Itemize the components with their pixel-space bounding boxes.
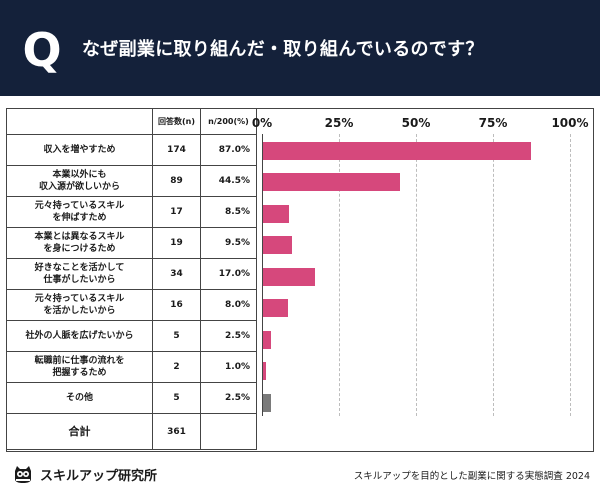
row-count: 2: [153, 352, 201, 383]
row-percent: 8.0%: [201, 290, 257, 321]
row-percent: 44.5%: [201, 166, 257, 197]
row-label: 元々持っているスキル を伸ばすため: [7, 197, 153, 228]
bar: [263, 331, 271, 349]
bar: [263, 394, 271, 412]
total-count: 361: [153, 414, 201, 450]
total-empty-cell: [201, 414, 257, 450]
table-row: 元々持っているスキル を活かしたいから 16 8.0%: [7, 290, 257, 321]
row-percent: 17.0%: [201, 259, 257, 290]
header-label-cell: [7, 109, 153, 135]
table-row: 収入を増やすため 174 87.0%: [7, 135, 257, 166]
x-tick-label: 75%: [479, 116, 508, 130]
row-percent: 8.5%: [201, 197, 257, 228]
table-row: その他 5 2.5%: [7, 383, 257, 414]
bar: [263, 362, 266, 380]
bar: [263, 142, 531, 160]
gridline: [416, 134, 417, 416]
row-count: 16: [153, 290, 201, 321]
header-percent: n/200(%): [201, 109, 257, 135]
row-count: 34: [153, 259, 201, 290]
total-row: 合計 361: [7, 414, 257, 450]
brand-name: スキルアップ研究所: [40, 465, 157, 484]
question-title: なぜ副業に取り組んだ・取り組んでいるのです？: [82, 22, 484, 78]
table-row: 本業とは異なるスキル を身につけるため 19 9.5%: [7, 228, 257, 259]
owl-logo-icon: [12, 463, 34, 485]
row-count: 89: [153, 166, 201, 197]
row-label: 元々持っているスキル を活かしたいから: [7, 290, 153, 321]
bar: [263, 236, 292, 254]
row-label: 本業以外にも 収入源が欲しいから: [7, 166, 153, 197]
table-row: 転職前に仕事の流れを 把握するため 2 1.0%: [7, 352, 257, 383]
header-banner: Q なぜ副業に取り組んだ・取り組んでいるのです？: [0, 0, 600, 96]
table-row: 好きなことを活かして 仕事がしたいから 34 17.0%: [7, 259, 257, 290]
row-count: 5: [153, 321, 201, 352]
row-label: 好きなことを活かして 仕事がしたいから: [7, 259, 153, 290]
bar: [263, 205, 289, 223]
bar: [263, 173, 400, 191]
row-label: 転職前に仕事の流れを 把握するため: [7, 352, 153, 383]
row-label: その他: [7, 383, 153, 414]
x-tick-label: 0%: [252, 116, 272, 130]
x-tick-label: 50%: [402, 116, 431, 130]
data-table: 回答数(n) n/200(%) 収入を増やすため 174 87.0% 本業以外に…: [6, 108, 257, 450]
x-tick-label: 100%: [551, 116, 588, 130]
q-icon: Q: [12, 22, 72, 78]
gridline: [493, 134, 494, 416]
row-percent: 9.5%: [201, 228, 257, 259]
table-row: 元々持っているスキル を伸ばすため 17 8.5%: [7, 197, 257, 228]
row-label: 社外の人脈を広げたいから: [7, 321, 153, 352]
row-label: 本業とは異なるスキル を身につけるため: [7, 228, 153, 259]
row-percent: 1.0%: [201, 352, 257, 383]
table-header-row: 回答数(n) n/200(%): [7, 109, 257, 135]
survey-note: スキルアップを目的とした副業に関する実態調査 2024: [354, 468, 590, 482]
brand-logo: スキルアップ研究所: [12, 462, 157, 486]
gridline: [570, 134, 571, 416]
row-label: 収入を増やすため: [7, 135, 153, 166]
total-label: 合計: [7, 414, 153, 450]
row-count: 5: [153, 383, 201, 414]
row-percent: 2.5%: [201, 383, 257, 414]
header-count: 回答数(n): [153, 109, 201, 135]
row-count: 19: [153, 228, 201, 259]
bar: [263, 268, 315, 286]
table-row: 社外の人脈を広げたいから 5 2.5%: [7, 321, 257, 352]
row-count: 17: [153, 197, 201, 228]
row-percent: 2.5%: [201, 321, 257, 352]
table-row: 本業以外にも 収入源が欲しいから 89 44.5%: [7, 166, 257, 197]
x-tick-label: 25%: [325, 116, 354, 130]
row-percent: 87.0%: [201, 135, 257, 166]
row-count: 174: [153, 135, 201, 166]
bar: [263, 299, 288, 317]
